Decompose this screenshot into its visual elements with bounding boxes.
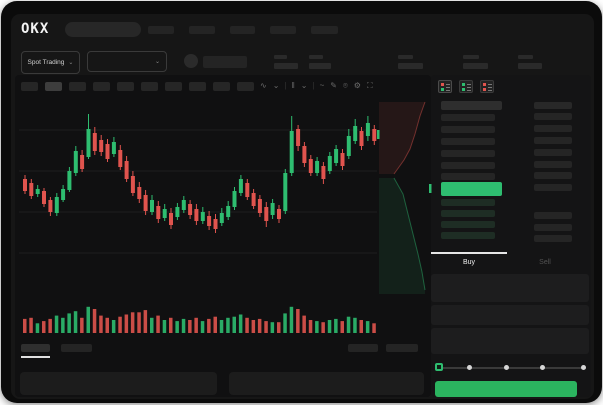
- slider-step-dot[interactable]: [581, 365, 586, 370]
- timeframe-button[interactable]: [117, 82, 134, 91]
- depth-chart: [377, 101, 432, 294]
- settings-icon[interactable]: ⚙: [353, 81, 361, 90]
- bid-price-row[interactable]: [441, 221, 495, 228]
- ask-price-row[interactable]: [441, 150, 495, 157]
- draw-icon[interactable]: ✎: [330, 81, 337, 90]
- ask-amount-row[interactable]: [534, 149, 572, 156]
- bid-amount-row[interactable]: [534, 224, 572, 231]
- nav-item[interactable]: [230, 26, 255, 34]
- ask-amount-row[interactable]: [534, 184, 572, 191]
- nav-item[interactable]: [148, 26, 174, 34]
- amount-input[interactable]: [431, 305, 589, 325]
- timeframe-button[interactable]: [165, 82, 182, 91]
- stat-value-placeholder: [309, 63, 331, 69]
- toolbar-divider: |: [312, 81, 315, 90]
- book-both-icon[interactable]: [438, 80, 452, 93]
- ask-price-row[interactable]: [441, 114, 495, 121]
- bid-price-row[interactable]: [441, 232, 495, 239]
- timeframe-button[interactable]: [189, 82, 206, 91]
- tab-sell[interactable]: Sell: [507, 253, 583, 271]
- slider-step-dot[interactable]: [467, 365, 472, 370]
- timeframe-button[interactable]: [237, 82, 254, 91]
- orders-panel-right: [229, 372, 424, 395]
- orders-panel-left: [20, 372, 217, 395]
- stat-value-placeholder: [518, 63, 542, 69]
- bid-amount-row[interactable]: [534, 212, 572, 219]
- total-input[interactable]: [431, 328, 589, 354]
- orders-filter-2[interactable]: [386, 344, 418, 352]
- chevron-down-icon: ⌄: [154, 58, 160, 65]
- amount-slider-handle[interactable]: [435, 363, 443, 371]
- candlestick-chart[interactable]: [19, 99, 379, 339]
- stat-label-placeholder: [309, 55, 323, 59]
- line-tool-icon[interactable]: ~: [319, 81, 325, 90]
- nav-item[interactable]: [311, 26, 338, 34]
- amount-slider-track[interactable]: [438, 367, 586, 369]
- chevron-down-icon[interactable]: ⌄: [272, 81, 280, 90]
- toolbar-divider: |: [284, 81, 287, 90]
- ask-price-row[interactable]: [441, 126, 495, 133]
- price-input[interactable]: [431, 274, 589, 302]
- okx-logo[interactable]: OKX: [21, 21, 50, 37]
- last-price-badge[interactable]: [441, 182, 502, 196]
- orders-tab-2[interactable]: [61, 344, 92, 352]
- timeframe-button[interactable]: [141, 82, 158, 91]
- book-bids-icon[interactable]: [459, 80, 473, 93]
- orders-tab-active[interactable]: [21, 344, 50, 352]
- indicators-icon[interactable]: ∿: [260, 81, 267, 90]
- stat-label-placeholder: [518, 55, 533, 59]
- fullscreen-icon[interactable]: ⛶: [366, 81, 373, 90]
- buy-submit-button[interactable]: [435, 381, 577, 397]
- pair-selector-dropdown[interactable]: ⌄: [87, 51, 167, 72]
- slider-step-dot[interactable]: [540, 365, 545, 370]
- tab-buy[interactable]: Buy: [431, 253, 507, 271]
- slider-step-dot[interactable]: [504, 365, 509, 370]
- market-type-label: Spot Trading: [27, 59, 65, 66]
- ask-price-row[interactable]: [441, 138, 495, 145]
- camera-icon[interactable]: ⌾: [342, 81, 348, 90]
- stat-value-placeholder: [463, 63, 488, 69]
- ask-amount-row[interactable]: [534, 172, 572, 179]
- timeframe-button[interactable]: [213, 82, 230, 91]
- orderbook-header-right: [534, 102, 572, 109]
- pair-name-placeholder: [203, 56, 247, 68]
- bid-price-row[interactable]: [441, 210, 495, 217]
- candle-style-icon[interactable]: ǁ: [291, 81, 295, 90]
- chevron-down-icon[interactable]: ⌄: [300, 81, 308, 90]
- ask-amount-row[interactable]: [534, 137, 572, 144]
- nav-item[interactable]: [270, 26, 296, 34]
- tab-sell-label: Sell: [539, 258, 551, 266]
- ask-amount-row[interactable]: [534, 125, 572, 132]
- orderbook-header-left: [441, 101, 502, 110]
- active-tab-indicator: [431, 252, 507, 254]
- timeframe-button[interactable]: [69, 82, 86, 91]
- orders-filter-1[interactable]: [348, 344, 378, 352]
- stat-label-placeholder: [463, 55, 479, 59]
- ask-price-row[interactable]: [441, 162, 495, 169]
- nav-item[interactable]: [189, 26, 215, 34]
- search-input[interactable]: [65, 22, 141, 37]
- stat-label-placeholder: [398, 55, 413, 59]
- book-asks-icon[interactable]: [480, 80, 494, 93]
- timeframe-button[interactable]: [45, 82, 62, 91]
- chart-tools: ∿ ⌄ | ǁ ⌄ | ~ ✎ ⌾ ⚙ ⛶: [257, 79, 376, 93]
- tab-buy-label: Buy: [462, 258, 476, 266]
- ask-price-row[interactable]: [441, 173, 495, 180]
- bid-price-row[interactable]: [441, 199, 495, 206]
- token-icon: [184, 54, 198, 68]
- ask-amount-row[interactable]: [534, 161, 572, 168]
- timeframe-button[interactable]: [21, 82, 38, 91]
- chevron-down-icon: ⌄: [68, 59, 74, 66]
- stat-label-placeholder: [274, 55, 287, 59]
- ask-amount-row[interactable]: [534, 113, 572, 120]
- orders-tab-underline: [21, 356, 50, 358]
- timeframe-button[interactable]: [93, 82, 110, 91]
- bid-amount-row[interactable]: [534, 235, 572, 242]
- stat-value-placeholder: [398, 63, 423, 69]
- stat-value-placeholder: [274, 63, 298, 69]
- market-type-dropdown[interactable]: Spot Trading ⌄: [21, 51, 80, 74]
